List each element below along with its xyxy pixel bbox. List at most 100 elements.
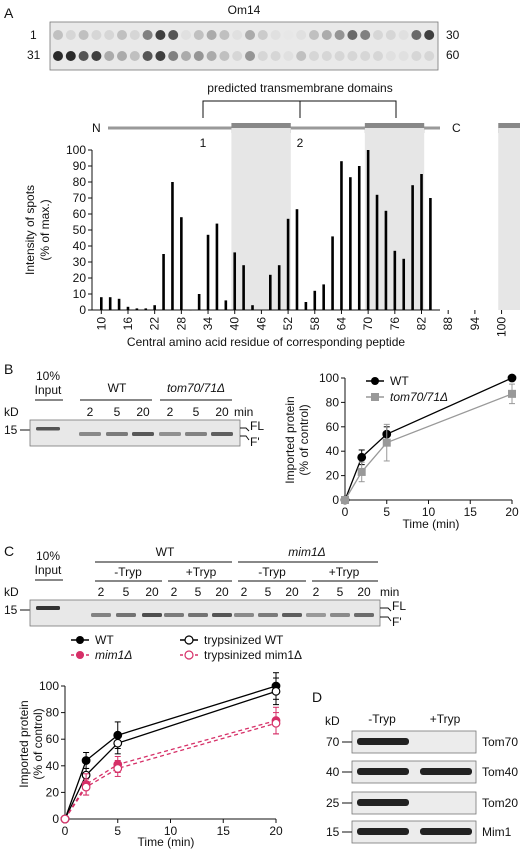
b-time: 5 bbox=[193, 405, 200, 419]
panel-d-label: D bbox=[312, 689, 322, 705]
d-band-minus bbox=[357, 799, 409, 806]
b-point bbox=[341, 496, 349, 504]
blot-spot bbox=[245, 30, 255, 40]
b-wt-label: WT bbox=[108, 381, 127, 395]
b-ylabel-line2: (% of control) bbox=[297, 404, 311, 475]
c-time: 5 bbox=[123, 585, 130, 599]
c-terminus-label: C bbox=[452, 121, 461, 135]
chart-a-xlabel: Central amino acid residue of correspond… bbox=[127, 335, 405, 349]
c-ytick-label: 100 bbox=[39, 679, 59, 693]
c-ytick-label: 20 bbox=[46, 785, 60, 799]
b-ylabel-line1: Imported protein bbox=[283, 396, 297, 483]
tm-shade-1 bbox=[231, 128, 291, 310]
chart-b: 0 20 40 60 80 100 0 5 10 15 20 bbox=[319, 371, 519, 519]
c-band bbox=[282, 613, 302, 617]
b-time: 2 bbox=[87, 405, 94, 419]
a-bar bbox=[277, 265, 281, 310]
b-ytick-label: 0 bbox=[332, 493, 339, 507]
a-bar bbox=[233, 252, 237, 310]
a-bar bbox=[242, 265, 245, 310]
blot-spot bbox=[373, 30, 383, 40]
tm-domains-title: predicted transmembrane domains bbox=[207, 81, 392, 95]
b-fl-label: FL bbox=[250, 419, 264, 433]
c-point bbox=[81, 756, 91, 765]
a-bar bbox=[188, 310, 192, 311]
d-plus-tryp: +Tryp bbox=[430, 712, 461, 726]
blot-spot bbox=[53, 30, 63, 40]
a-xtick-label: 22 bbox=[148, 317, 162, 331]
b-min-label: min bbox=[234, 405, 253, 419]
a-bar bbox=[375, 194, 379, 310]
blot-spot bbox=[373, 51, 383, 61]
d-row-label: Tom70 bbox=[482, 735, 518, 749]
c-xtick-label: 20 bbox=[269, 824, 283, 838]
c-kd-label: kD bbox=[4, 585, 19, 599]
c-band bbox=[258, 613, 278, 617]
b-legend-wt-marker bbox=[371, 377, 379, 385]
c-input-label: Input bbox=[35, 563, 62, 577]
a-bar bbox=[331, 236, 334, 310]
d-band-plus bbox=[420, 768, 472, 775]
a-xtick-label: 64 bbox=[334, 317, 348, 331]
d-row-label: Tom20 bbox=[482, 796, 518, 810]
c-band bbox=[91, 613, 111, 617]
b-time: 2 bbox=[167, 405, 174, 419]
c-ytick-label: 60 bbox=[46, 732, 60, 746]
a-xtick-label: 88 bbox=[441, 317, 455, 331]
b-time-labels: 2 5 20 2 5 20 bbox=[87, 405, 229, 419]
a-bar bbox=[349, 177, 352, 310]
a-bar bbox=[171, 182, 174, 310]
blot-spot bbox=[91, 30, 102, 40]
a-bar bbox=[224, 300, 228, 310]
c-wt-minus-tryp: -Tryp bbox=[114, 565, 142, 579]
b-band bbox=[159, 432, 181, 436]
blot-spot bbox=[91, 51, 102, 61]
b-ytick-label: 80 bbox=[326, 395, 340, 409]
a-bar bbox=[269, 274, 272, 310]
c-band bbox=[306, 613, 326, 617]
c-series-line bbox=[64, 722, 277, 820]
blot-spot bbox=[385, 51, 396, 61]
a-ytick-label: 70 bbox=[73, 191, 87, 205]
c-xtick-label: 15 bbox=[217, 824, 231, 838]
c-xtick-label: 10 bbox=[164, 824, 178, 838]
blot-spot bbox=[181, 51, 191, 61]
b-time: 5 bbox=[114, 405, 121, 419]
c-fl-label: FL bbox=[392, 599, 406, 613]
c-kd-15: 15 bbox=[4, 603, 18, 617]
c-band bbox=[142, 613, 162, 617]
c-time-labels: 2 5 20 2 5 20 2 5 20 2 5 20 bbox=[98, 585, 371, 599]
a-xtick-label: 100 bbox=[495, 317, 509, 337]
d-band-plus bbox=[420, 828, 472, 835]
a-bar bbox=[295, 209, 299, 310]
b-input-pct: 10% bbox=[36, 369, 60, 383]
blot-spot bbox=[142, 30, 153, 40]
a-bar bbox=[180, 217, 183, 310]
c-point bbox=[113, 764, 123, 773]
blot-spot bbox=[117, 51, 127, 61]
blot-spot bbox=[309, 30, 319, 40]
c-band bbox=[234, 613, 254, 617]
a-bar bbox=[384, 210, 388, 310]
b-series-line bbox=[344, 377, 513, 501]
c-ylabel-line1: Imported protein bbox=[17, 700, 31, 787]
blot-spot bbox=[296, 30, 307, 40]
chart-a-ylabel-line1: Intensity of spots bbox=[23, 185, 37, 275]
blot-spot bbox=[334, 30, 345, 40]
a-ytick-label: 40 bbox=[73, 239, 87, 253]
b-ytick-label: 100 bbox=[319, 371, 339, 385]
blot-spot bbox=[168, 30, 179, 40]
chart-a-ylabel-line2: (% of max.) bbox=[38, 199, 52, 260]
c-time: 2 bbox=[98, 585, 105, 599]
blot-spot bbox=[398, 30, 409, 40]
blot-spot bbox=[360, 51, 371, 61]
n-terminus-label: N bbox=[92, 121, 101, 135]
a-xtick-label: 94 bbox=[468, 317, 482, 331]
c-leg-twt-marker bbox=[184, 635, 194, 645]
c-ytick-label: 0 bbox=[52, 812, 59, 826]
c-time: 2 bbox=[171, 585, 178, 599]
c-point bbox=[60, 814, 70, 824]
d-band-minus bbox=[357, 768, 409, 775]
blot-spot bbox=[168, 51, 179, 61]
